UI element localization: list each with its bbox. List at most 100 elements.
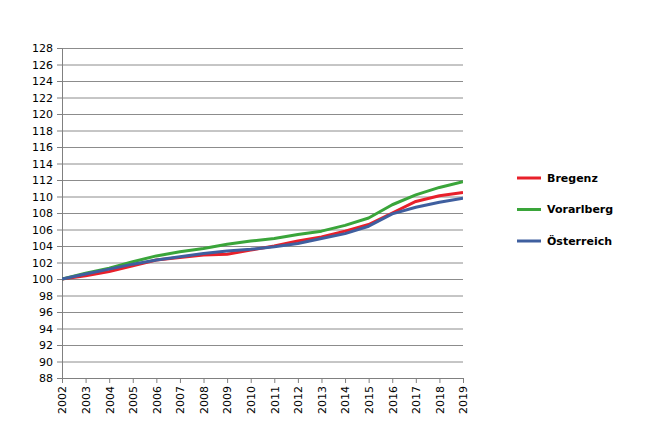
y-tick-mark — [57, 263, 62, 264]
y-tick-mark — [57, 230, 62, 231]
y-tick: 94 — [39, 323, 62, 336]
series-line — [62, 182, 463, 279]
y-tick-mark — [57, 345, 62, 346]
y-tick-mark — [57, 378, 62, 379]
x-tick-label: 2006 — [151, 386, 164, 414]
grid-line — [62, 213, 463, 214]
x-tick: 2009 — [221, 378, 234, 414]
x-tick-mark — [86, 378, 87, 383]
y-tick-label: 118 — [32, 125, 53, 138]
grid-line — [62, 230, 463, 231]
series-line — [62, 192, 463, 279]
y-tick-mark — [57, 131, 62, 132]
grid-line — [62, 296, 463, 297]
legend-label: Bregenz — [547, 172, 598, 185]
plot-area — [62, 182, 463, 279]
y-tick: 102 — [32, 257, 62, 270]
y-tick: 110 — [32, 191, 62, 204]
x-tick-mark — [463, 378, 464, 383]
y-tick-label: 114 — [32, 158, 53, 171]
y-tick-mark — [57, 279, 62, 280]
y-tick-label: 120 — [32, 108, 53, 121]
y-tick-mark — [57, 296, 62, 297]
x-tick-label: 2016 — [387, 386, 400, 414]
legend-swatch — [517, 177, 541, 180]
x-tick-mark — [133, 378, 134, 383]
y-tick-label: 124 — [32, 75, 53, 88]
x-tick: 2010 — [245, 378, 258, 414]
x-tick-label: 2017 — [410, 386, 423, 414]
y-tick-mark — [57, 48, 62, 49]
y-tick: 128 — [32, 42, 62, 55]
y-tick-mark — [57, 329, 62, 330]
legend-swatch — [517, 240, 541, 243]
grid-line — [62, 81, 463, 82]
x-tick-label: 2007 — [174, 386, 187, 414]
x-tick: 2013 — [316, 378, 329, 414]
y-tick: 120 — [32, 108, 62, 121]
grid-line — [62, 345, 463, 346]
grid-line — [62, 362, 463, 363]
x-tick-label: 2012 — [292, 386, 305, 414]
y-tick-label: 128 — [32, 42, 53, 55]
grid-line — [62, 197, 463, 198]
grid-line — [62, 279, 463, 280]
x-tick-mark — [204, 378, 205, 383]
y-tick-mark — [57, 180, 62, 181]
x-tick-label: 2008 — [198, 386, 211, 414]
x-tick: 2016 — [387, 378, 400, 414]
x-tick-mark — [345, 378, 346, 383]
y-tick-label: 102 — [32, 257, 53, 270]
y-tick: 106 — [32, 224, 62, 237]
y-tick: 100 — [32, 273, 62, 286]
grid-line — [62, 312, 463, 313]
x-tick-label: 2003 — [80, 386, 93, 414]
x-tick-mark — [321, 378, 322, 383]
y-tick-label: 110 — [32, 191, 53, 204]
x-tick-mark — [392, 378, 393, 383]
x-tick-mark — [62, 378, 63, 383]
x-tick: 2006 — [151, 378, 164, 414]
y-tick-label: 104 — [32, 240, 53, 253]
y-tick-label: 96 — [39, 306, 53, 319]
y-tick-mark — [57, 81, 62, 82]
y-tick-label: 94 — [39, 323, 53, 336]
y-tick-mark — [57, 164, 62, 165]
legend-label: Vorarlberg — [547, 203, 613, 216]
grid-line — [62, 114, 463, 115]
y-tick: 98 — [39, 290, 62, 303]
grid-line — [62, 131, 463, 132]
grid-line — [62, 164, 463, 165]
x-tick-label: 2015 — [363, 386, 376, 414]
legend: BregenzVorarlbergÖsterreich — [517, 172, 613, 248]
x-tick-mark — [180, 378, 181, 383]
y-tick: 96 — [39, 306, 62, 319]
x-axis-line — [63, 379, 464, 384]
x-tick: 2017 — [410, 378, 423, 414]
x-tick: 2018 — [434, 378, 447, 414]
y-tick-mark — [57, 362, 62, 363]
y-tick: 118 — [32, 125, 62, 138]
x-tick: 2012 — [292, 378, 305, 414]
x-tick-mark — [298, 378, 299, 383]
y-tick-label: 92 — [39, 339, 53, 352]
x-tick: 2008 — [198, 378, 211, 414]
x-tick-label: 2002 — [56, 386, 69, 414]
y-tick-mark — [57, 114, 62, 115]
y-tick: 116 — [32, 141, 62, 154]
x-tick-mark — [109, 378, 110, 383]
y-tick-label: 98 — [39, 290, 53, 303]
x-tick: 2002 — [56, 378, 69, 414]
y-tick-label: 100 — [32, 273, 53, 286]
x-tick-label: 2013 — [316, 386, 329, 414]
y-tick-label: 126 — [32, 59, 53, 72]
grid — [62, 49, 463, 379]
y-tick: 108 — [32, 207, 62, 220]
x-tick: 2004 — [104, 378, 117, 414]
x-tick-mark — [439, 378, 440, 383]
y-tick: 112 — [32, 174, 62, 187]
x-tick-mark — [416, 378, 417, 383]
y-tick-label: 88 — [39, 372, 53, 385]
y-tick: 92 — [39, 339, 62, 352]
x-tick-label: 2019 — [457, 386, 470, 414]
